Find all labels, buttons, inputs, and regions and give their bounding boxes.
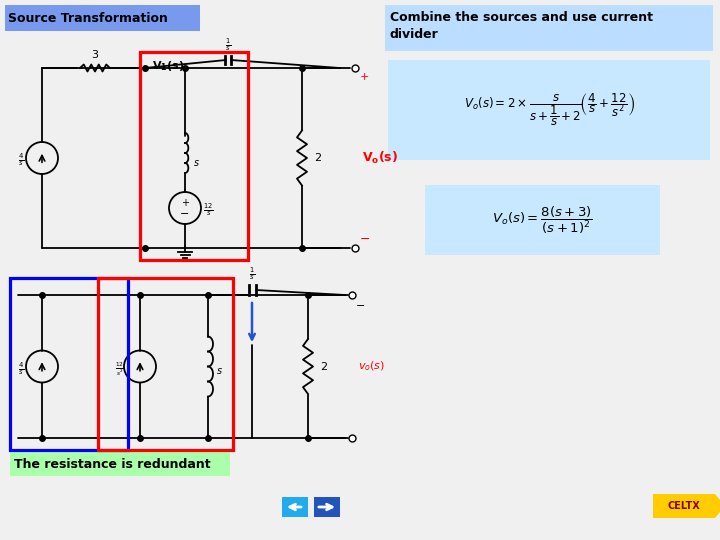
Text: +: + xyxy=(181,198,189,208)
Text: 3: 3 xyxy=(91,50,99,60)
Bar xyxy=(385,5,713,51)
Bar xyxy=(282,497,308,517)
Bar xyxy=(10,278,128,450)
Text: $s$: $s$ xyxy=(193,158,200,168)
Text: $\frac{12}{s}$: $\frac{12}{s}$ xyxy=(203,201,214,218)
Text: $\frac{1}{s}$: $\frac{1}{s}$ xyxy=(249,265,255,281)
Text: $V_o(s)=\dfrac{8(s+3)}{(s+1)^2}$: $V_o(s)=\dfrac{8(s+3)}{(s+1)^2}$ xyxy=(492,204,593,235)
Text: 2: 2 xyxy=(320,361,327,372)
Text: +: + xyxy=(360,72,369,82)
Bar xyxy=(140,52,248,260)
Text: Combine the sources and use current
divider: Combine the sources and use current divi… xyxy=(390,11,653,41)
Text: 2: 2 xyxy=(314,153,321,163)
Bar xyxy=(653,494,715,518)
Text: The resistance is redundant: The resistance is redundant xyxy=(14,457,211,470)
Text: $\mathbf{V_1(s)}$: $\mathbf{V_1(s)}$ xyxy=(152,59,184,73)
Bar xyxy=(98,278,233,450)
Bar xyxy=(5,5,200,31)
Text: −: − xyxy=(356,301,365,311)
Text: $\frac{4}{s}$: $\frac{4}{s}$ xyxy=(18,360,24,377)
Text: CELTX: CELTX xyxy=(667,501,701,511)
Text: −: − xyxy=(360,233,371,246)
Text: −: − xyxy=(180,209,189,219)
Bar xyxy=(10,452,230,476)
Text: $\frac{4}{s}$: $\frac{4}{s}$ xyxy=(18,152,24,168)
Text: $\frac{1}{s}$: $\frac{1}{s}$ xyxy=(225,36,231,52)
Text: $\frac{12}{s^2}$: $\frac{12}{s^2}$ xyxy=(115,361,125,378)
Polygon shape xyxy=(715,494,720,518)
Text: Source Transformation: Source Transformation xyxy=(8,11,168,24)
Bar xyxy=(314,497,340,517)
Bar xyxy=(388,60,710,160)
Text: $v_o(s)$: $v_o(s)$ xyxy=(358,360,385,373)
Text: $\mathbf{V_o(s)}$: $\mathbf{V_o(s)}$ xyxy=(362,150,398,166)
Text: $s$: $s$ xyxy=(216,367,223,376)
Text: $V_o(s)=2\times\dfrac{s}{s+\dfrac{1}{s}+2}\!\left(\dfrac{4}{s}+\dfrac{12}{s^2}\r: $V_o(s)=2\times\dfrac{s}{s+\dfrac{1}{s}+… xyxy=(464,92,634,128)
Bar xyxy=(425,185,660,255)
